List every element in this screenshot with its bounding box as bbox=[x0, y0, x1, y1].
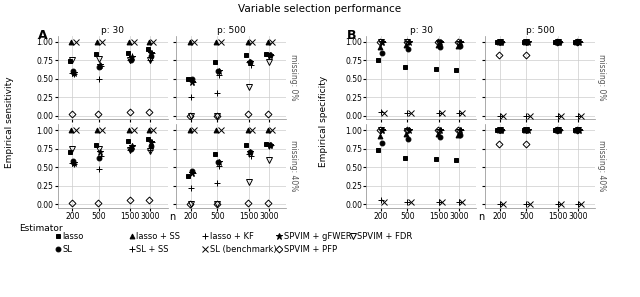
Text: lasso + SS: lasso + SS bbox=[136, 232, 180, 241]
Text: lasso: lasso bbox=[63, 232, 84, 241]
Text: missing: 40%: missing: 40% bbox=[289, 140, 298, 192]
Text: SPVIM + gFWER: SPVIM + gFWER bbox=[284, 232, 351, 241]
Text: Estimator: Estimator bbox=[19, 224, 63, 233]
Text: missing: 40%: missing: 40% bbox=[597, 140, 606, 192]
Text: B: B bbox=[347, 29, 356, 42]
Text: n: n bbox=[477, 212, 484, 222]
Text: missing: 0%: missing: 0% bbox=[597, 54, 606, 101]
Text: lasso + KF: lasso + KF bbox=[210, 232, 254, 241]
Title: p: 30: p: 30 bbox=[101, 26, 124, 35]
Text: A: A bbox=[38, 29, 47, 42]
Title: p: 30: p: 30 bbox=[410, 26, 433, 35]
Text: Variable selection performance: Variable selection performance bbox=[239, 4, 401, 15]
Text: missing: 0%: missing: 0% bbox=[289, 54, 298, 101]
Text: Empirical sensitivity: Empirical sensitivity bbox=[5, 76, 14, 168]
Text: Empirical specificity: Empirical specificity bbox=[319, 76, 328, 168]
Text: n: n bbox=[169, 212, 175, 222]
Title: p: 500: p: 500 bbox=[526, 26, 555, 35]
Text: SPVIM + PFP: SPVIM + PFP bbox=[284, 245, 337, 254]
Title: p: 500: p: 500 bbox=[217, 26, 246, 35]
Text: SL (benchmark): SL (benchmark) bbox=[210, 245, 276, 254]
Text: SPVIM + FDR: SPVIM + FDR bbox=[357, 232, 412, 241]
Text: SL + SS: SL + SS bbox=[136, 245, 169, 254]
Text: SL: SL bbox=[63, 245, 72, 254]
